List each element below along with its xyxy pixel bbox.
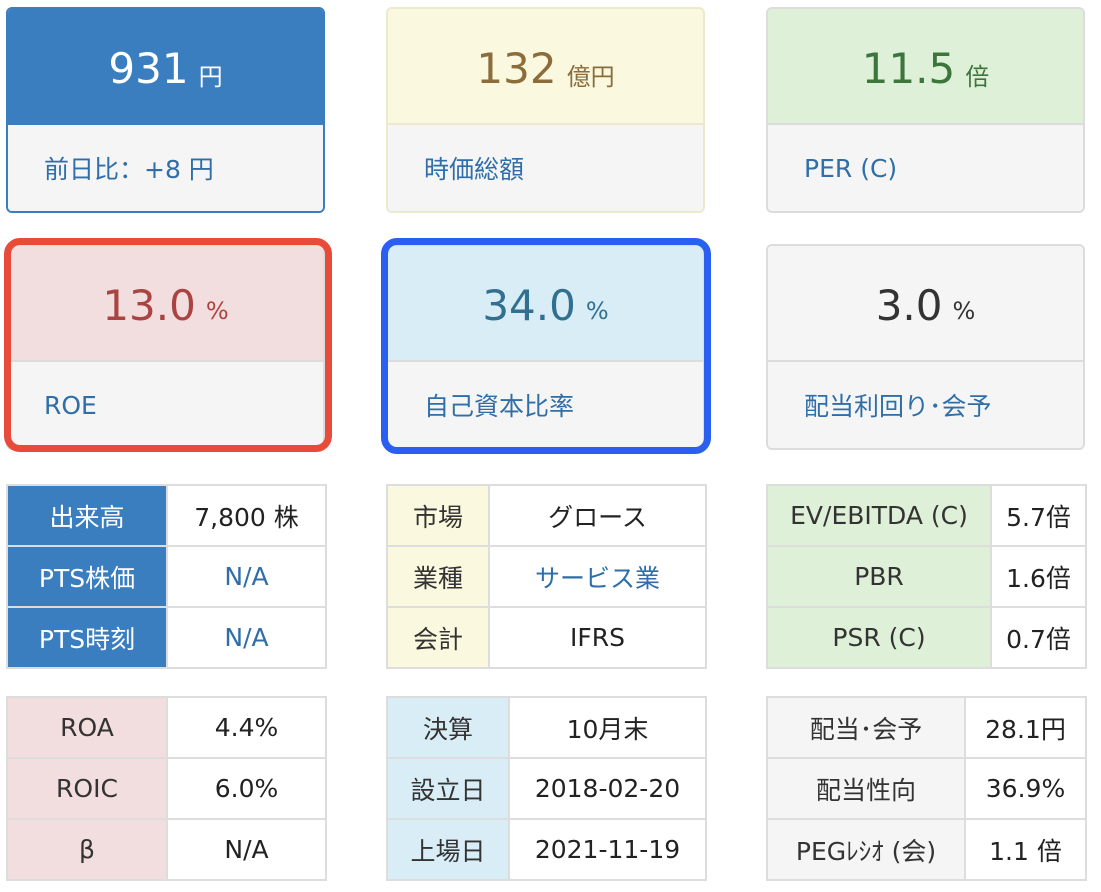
equity-ratio-value: 34.0 <box>482 280 576 330</box>
accounting-header: 会計 <box>386 606 490 669</box>
table-row: PEGﾚｼｵ (会) 1.1 倍 <box>766 818 1087 881</box>
per-value: 11.5 <box>861 43 956 93</box>
table-row: 出来高 7,800 株 <box>6 484 327 547</box>
stock-price-value: 931 <box>108 43 189 93</box>
roic-header: ROIC <box>6 757 168 820</box>
table-row: PTS株価 N/A <box>6 545 327 608</box>
pts-time-link[interactable]: N/A <box>166 606 327 669</box>
dividend-value: 28.1円 <box>964 696 1087 759</box>
roa-value: 4.4% <box>166 696 327 759</box>
dividend-yield-value: 3.0 <box>875 280 943 330</box>
company-table: 市場 グロース 業種 サービス業 会計 IFRS <box>386 484 707 669</box>
per-card: 11.5 倍 PER (C) <box>766 7 1085 213</box>
pbr-value: 1.6倍 <box>990 545 1087 608</box>
roe-unit: % <box>205 297 229 325</box>
trading-table: 出来高 7,800 株 PTS株価 N/A PTS時刻 N/A <box>6 484 327 669</box>
roe-value: 13.0 <box>102 280 196 330</box>
psr-header: PSR (C) <box>766 606 992 669</box>
stock-price-card: 931 円 前日比：+8 円 <box>6 7 325 213</box>
table-row: ROA 4.4% <box>6 696 327 759</box>
roe-label[interactable]: ROE <box>8 360 323 448</box>
dividend-yield-label[interactable]: 配当利回り･会予 <box>768 360 1083 448</box>
peg-ratio-header: PEGﾚｼｵ (会) <box>766 818 966 881</box>
market-value: グロース <box>488 484 707 547</box>
table-row: β N/A <box>6 818 327 881</box>
market-cap-value: 132 <box>476 43 557 93</box>
dividend-yield-unit: % <box>952 297 976 325</box>
table-row: 決算 10月末 <box>386 696 707 759</box>
roe-highlight-frame <box>4 238 332 452</box>
table-row: 会計 IFRS <box>386 606 707 669</box>
volume-value: 7,800 株 <box>166 484 327 547</box>
founded-header: 設立日 <box>386 757 510 820</box>
valuation-table: EV/EBITDA (C) 5.7倍 PBR 1.6倍 PSR (C) 0.7倍 <box>766 484 1087 669</box>
table-row: 市場 グロース <box>386 484 707 547</box>
ev-ebitda-value: 5.7倍 <box>990 484 1087 547</box>
volume-header: 出来高 <box>6 484 168 547</box>
industry-link[interactable]: サービス業 <box>488 545 707 608</box>
table-row: 設立日 2018-02-20 <box>386 757 707 820</box>
table-row: EV/EBITDA (C) 5.7倍 <box>766 484 1087 547</box>
table-row: 上場日 2021-11-19 <box>386 818 707 881</box>
table-row: PSR (C) 0.7倍 <box>766 606 1087 669</box>
pts-price-link[interactable]: N/A <box>166 545 327 608</box>
accounting-value: IFRS <box>488 606 707 669</box>
per-unit: 倍 <box>965 62 990 91</box>
payout-ratio-header: 配当性向 <box>766 757 966 820</box>
founded-value: 2018-02-20 <box>508 757 707 820</box>
payout-ratio-value: 36.9% <box>964 757 1087 820</box>
dividend-table: 配当･会予 28.1円 配当性向 36.9% PEGﾚｼｵ (会) 1.1 倍 <box>766 696 1087 881</box>
per-label[interactable]: PER (C) <box>768 123 1083 211</box>
price-change-label[interactable]: 前日比：+8 円 <box>8 123 323 211</box>
roe-card: 13.0 % ROE <box>6 244 325 450</box>
market-cap-label[interactable]: 時価総額 <box>388 123 703 211</box>
pbr-header: PBR <box>766 545 992 608</box>
equity-ratio-label[interactable]: 自己資本比率 <box>388 360 703 448</box>
roa-header: ROA <box>6 696 168 759</box>
industry-header: 業種 <box>386 545 490 608</box>
equity-ratio-card: 34.0 % 自己資本比率 <box>386 244 705 450</box>
market-cap-card: 132 億円 時価総額 <box>386 7 705 213</box>
dividend-yield-card: 3.0 % 配当利回り･会予 <box>766 244 1085 450</box>
roic-value: 6.0% <box>166 757 327 820</box>
returns-table: ROA 4.4% ROIC 6.0% β N/A <box>6 696 327 881</box>
market-header: 市場 <box>386 484 490 547</box>
table-row: ROIC 6.0% <box>6 757 327 820</box>
listed-header: 上場日 <box>386 818 510 881</box>
beta-header: β <box>6 818 168 881</box>
fiscal-end-value: 10月末 <box>508 696 707 759</box>
table-row: PBR 1.6倍 <box>766 545 1087 608</box>
table-row: 配当性向 36.9% <box>766 757 1087 820</box>
peg-ratio-value: 1.1 倍 <box>964 818 1087 881</box>
equity-ratio-highlight-frame <box>381 238 711 454</box>
fiscal-end-header: 決算 <box>386 696 510 759</box>
listed-value: 2021-11-19 <box>508 818 707 881</box>
ev-ebitda-header: EV/EBITDA (C) <box>766 484 992 547</box>
dividend-header: 配当･会予 <box>766 696 966 759</box>
stock-price-unit: 円 <box>198 62 223 91</box>
pts-price-header: PTS株価 <box>6 545 168 608</box>
market-cap-unit: 億円 <box>566 62 615 91</box>
table-row: 業種 サービス業 <box>386 545 707 608</box>
beta-value: N/A <box>166 818 327 881</box>
psr-value: 0.7倍 <box>990 606 1087 669</box>
table-row: PTS時刻 N/A <box>6 606 327 669</box>
table-row: 配当･会予 28.1円 <box>766 696 1087 759</box>
pts-time-header: PTS時刻 <box>6 606 168 669</box>
dates-table: 決算 10月末 設立日 2018-02-20 上場日 2021-11-19 <box>386 696 707 881</box>
equity-ratio-unit: % <box>585 297 609 325</box>
